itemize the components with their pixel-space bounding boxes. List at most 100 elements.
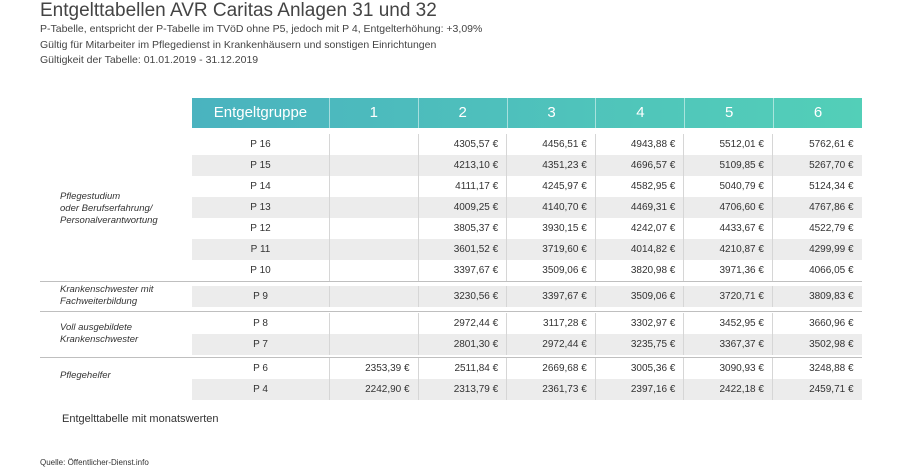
value-cell: 4140,70 € xyxy=(507,197,596,218)
value-cell: 4469,31 € xyxy=(596,197,685,218)
value-cell: 4009,25 € xyxy=(419,197,508,218)
value-cell: 4242,07 € xyxy=(596,218,685,239)
value-cell: 2459,71 € xyxy=(809,384,854,395)
row-group-cell: P 11 xyxy=(192,239,330,260)
value-cell: 3660,96 € xyxy=(809,318,854,329)
group-divider xyxy=(40,311,862,312)
row-group-cell: P 9 xyxy=(192,286,330,307)
value-cell: 2397,16 € xyxy=(596,379,685,400)
category-label-pflegestudium: Pflegestudium oder Berufserfahrung/ Pers… xyxy=(60,191,158,226)
value-cell: 4522,79 € xyxy=(809,223,854,234)
value-cell: 3820,98 € xyxy=(596,260,685,281)
value-cell: 3805,37 € xyxy=(419,218,508,239)
row-group-cell: P 16 xyxy=(192,134,330,155)
value-cell: 3509,06 € xyxy=(596,286,685,307)
value-cell: 4582,95 € xyxy=(596,176,685,197)
row-group-cell: P 15 xyxy=(192,155,330,176)
table-row: P 9 3230,56 €3397,67 €3509,06 €3720,71 € 3… xyxy=(192,286,862,307)
table-header: Entgeltgruppe 1 2 3 4 5 6 xyxy=(192,98,862,128)
value-cell: 4696,57 € xyxy=(596,155,685,176)
value-cell: 3397,67 € xyxy=(419,260,508,281)
value-cell: 5267,70 € xyxy=(809,160,854,171)
value-cell: 2972,44 € xyxy=(507,334,596,355)
value-cell: 5109,85 € xyxy=(684,155,773,176)
value-cell xyxy=(330,218,419,239)
value-cell: 3397,67 € xyxy=(507,286,596,307)
value-cell: 3248,88 € xyxy=(809,363,854,374)
table-row: P 7 2801,30 €2972,44 €3235,75 €3367,37 € 3… xyxy=(192,334,862,355)
value-cell: 2511,84 € xyxy=(419,358,508,379)
row-group-cell: P 12 xyxy=(192,218,330,239)
group-divider xyxy=(40,281,862,282)
value-cell: 2242,90 € xyxy=(330,379,419,400)
category-label-krankenschwester: Voll ausgebildete Krankenschwester xyxy=(60,322,139,345)
value-cell: 4245,97 € xyxy=(507,176,596,197)
value-cell: 5040,79 € xyxy=(684,176,773,197)
row-group-cell: P 6 xyxy=(192,358,330,379)
subtitle-line: Gültigkeit der Tabelle: 01.01.2019 - 31.… xyxy=(40,54,259,66)
value-cell: 4305,57 € xyxy=(419,134,508,155)
category-label-pflegehelfer: Pflegehelfer xyxy=(60,370,111,381)
value-cell xyxy=(330,134,419,155)
table-row: P 4 2242,90 €2313,79 €2361,73 €2397,16 €2… xyxy=(192,379,862,400)
value-cell: 3720,71 € xyxy=(684,286,773,307)
category-label-fachweiterbildung: Krankenschwester mit Fachweiterbildung xyxy=(60,284,154,307)
value-cell: 3971,36 € xyxy=(684,260,773,281)
value-cell: 5124,34 € xyxy=(809,181,854,192)
table-row: P 12 3805,37 €3930,15 €4242,07 €4433,67 €… xyxy=(192,218,862,239)
header-cell: 3 xyxy=(508,98,597,128)
value-cell: 3367,37 € xyxy=(684,334,773,355)
value-cell xyxy=(330,176,419,197)
value-cell xyxy=(330,239,419,260)
value-cell xyxy=(330,286,419,307)
row-group-cell: P 8 xyxy=(192,313,330,334)
header-cell: Entgeltgruppe xyxy=(192,98,330,128)
source-note: Quelle: Öffentlicher-Dienst.info xyxy=(40,458,149,467)
value-cell: 2972,44 € xyxy=(419,313,508,334)
value-cell: 3302,97 € xyxy=(596,313,685,334)
value-cell xyxy=(330,260,419,281)
value-cell: 2353,39 € xyxy=(330,358,419,379)
value-cell: 4706,60 € xyxy=(684,197,773,218)
row-group-cell: P 14 xyxy=(192,176,330,197)
table-row: P 8 2972,44 €3117,28 €3302,97 €3452,95 € 3… xyxy=(192,313,862,334)
value-cell xyxy=(330,197,419,218)
value-cell: 4111,17 € xyxy=(419,176,508,197)
row-group-cell: P 4 xyxy=(192,379,330,400)
value-cell: 4299,99 € xyxy=(809,244,854,255)
table-row: P 14 4111,17 €4245,97 €4582,95 €5040,79 €… xyxy=(192,176,862,197)
value-cell: 5762,61 € xyxy=(809,139,854,150)
value-cell: 4066,05 € xyxy=(809,265,854,276)
value-cell: 3719,60 € xyxy=(507,239,596,260)
header-cell: 4 xyxy=(596,98,686,128)
value-cell: 4351,23 € xyxy=(507,155,596,176)
table-row: P 11 3601,52 €3719,60 €4014,82 €4210,87 €… xyxy=(192,239,862,260)
value-cell: 4213,10 € xyxy=(419,155,508,176)
header-cell: 2 xyxy=(419,98,508,128)
header-cell: 1 xyxy=(330,98,419,128)
value-cell: 2422,18 € xyxy=(684,379,773,400)
table-row: P 15 4213,10 €4351,23 €4696,57 €5109,85 €… xyxy=(192,155,862,176)
value-cell: 3452,95 € xyxy=(684,313,773,334)
value-cell: 3809,83 € xyxy=(809,291,854,302)
page-title: Entgelttabellen AVR Caritas Anlagen 31 u… xyxy=(40,0,437,21)
value-cell: 4767,86 € xyxy=(809,202,854,213)
subtitle-line: P-Tabelle, entspricht der P-Tabelle im T… xyxy=(40,23,483,35)
value-cell xyxy=(330,155,419,176)
value-cell: 3230,56 € xyxy=(419,286,508,307)
value-cell: 3601,52 € xyxy=(419,239,508,260)
value-cell: 2801,30 € xyxy=(419,334,508,355)
header-cell: 5 xyxy=(685,98,775,128)
table-caption: Entgelttabelle mit monatswerten xyxy=(62,413,219,425)
row-group-cell: P 10 xyxy=(192,260,330,281)
value-cell xyxy=(330,334,419,355)
value-cell: 2669,68 € xyxy=(507,358,596,379)
value-cell: 2313,79 € xyxy=(419,379,508,400)
value-cell: 4433,67 € xyxy=(684,218,773,239)
table-row: P 13 4009,25 €4140,70 €4469,31 €4706,60 €… xyxy=(192,197,862,218)
value-cell: 3235,75 € xyxy=(596,334,685,355)
value-cell: 4210,87 € xyxy=(684,239,773,260)
value-cell xyxy=(330,313,419,334)
value-cell: 4456,51 € xyxy=(507,134,596,155)
value-cell: 3930,15 € xyxy=(507,218,596,239)
